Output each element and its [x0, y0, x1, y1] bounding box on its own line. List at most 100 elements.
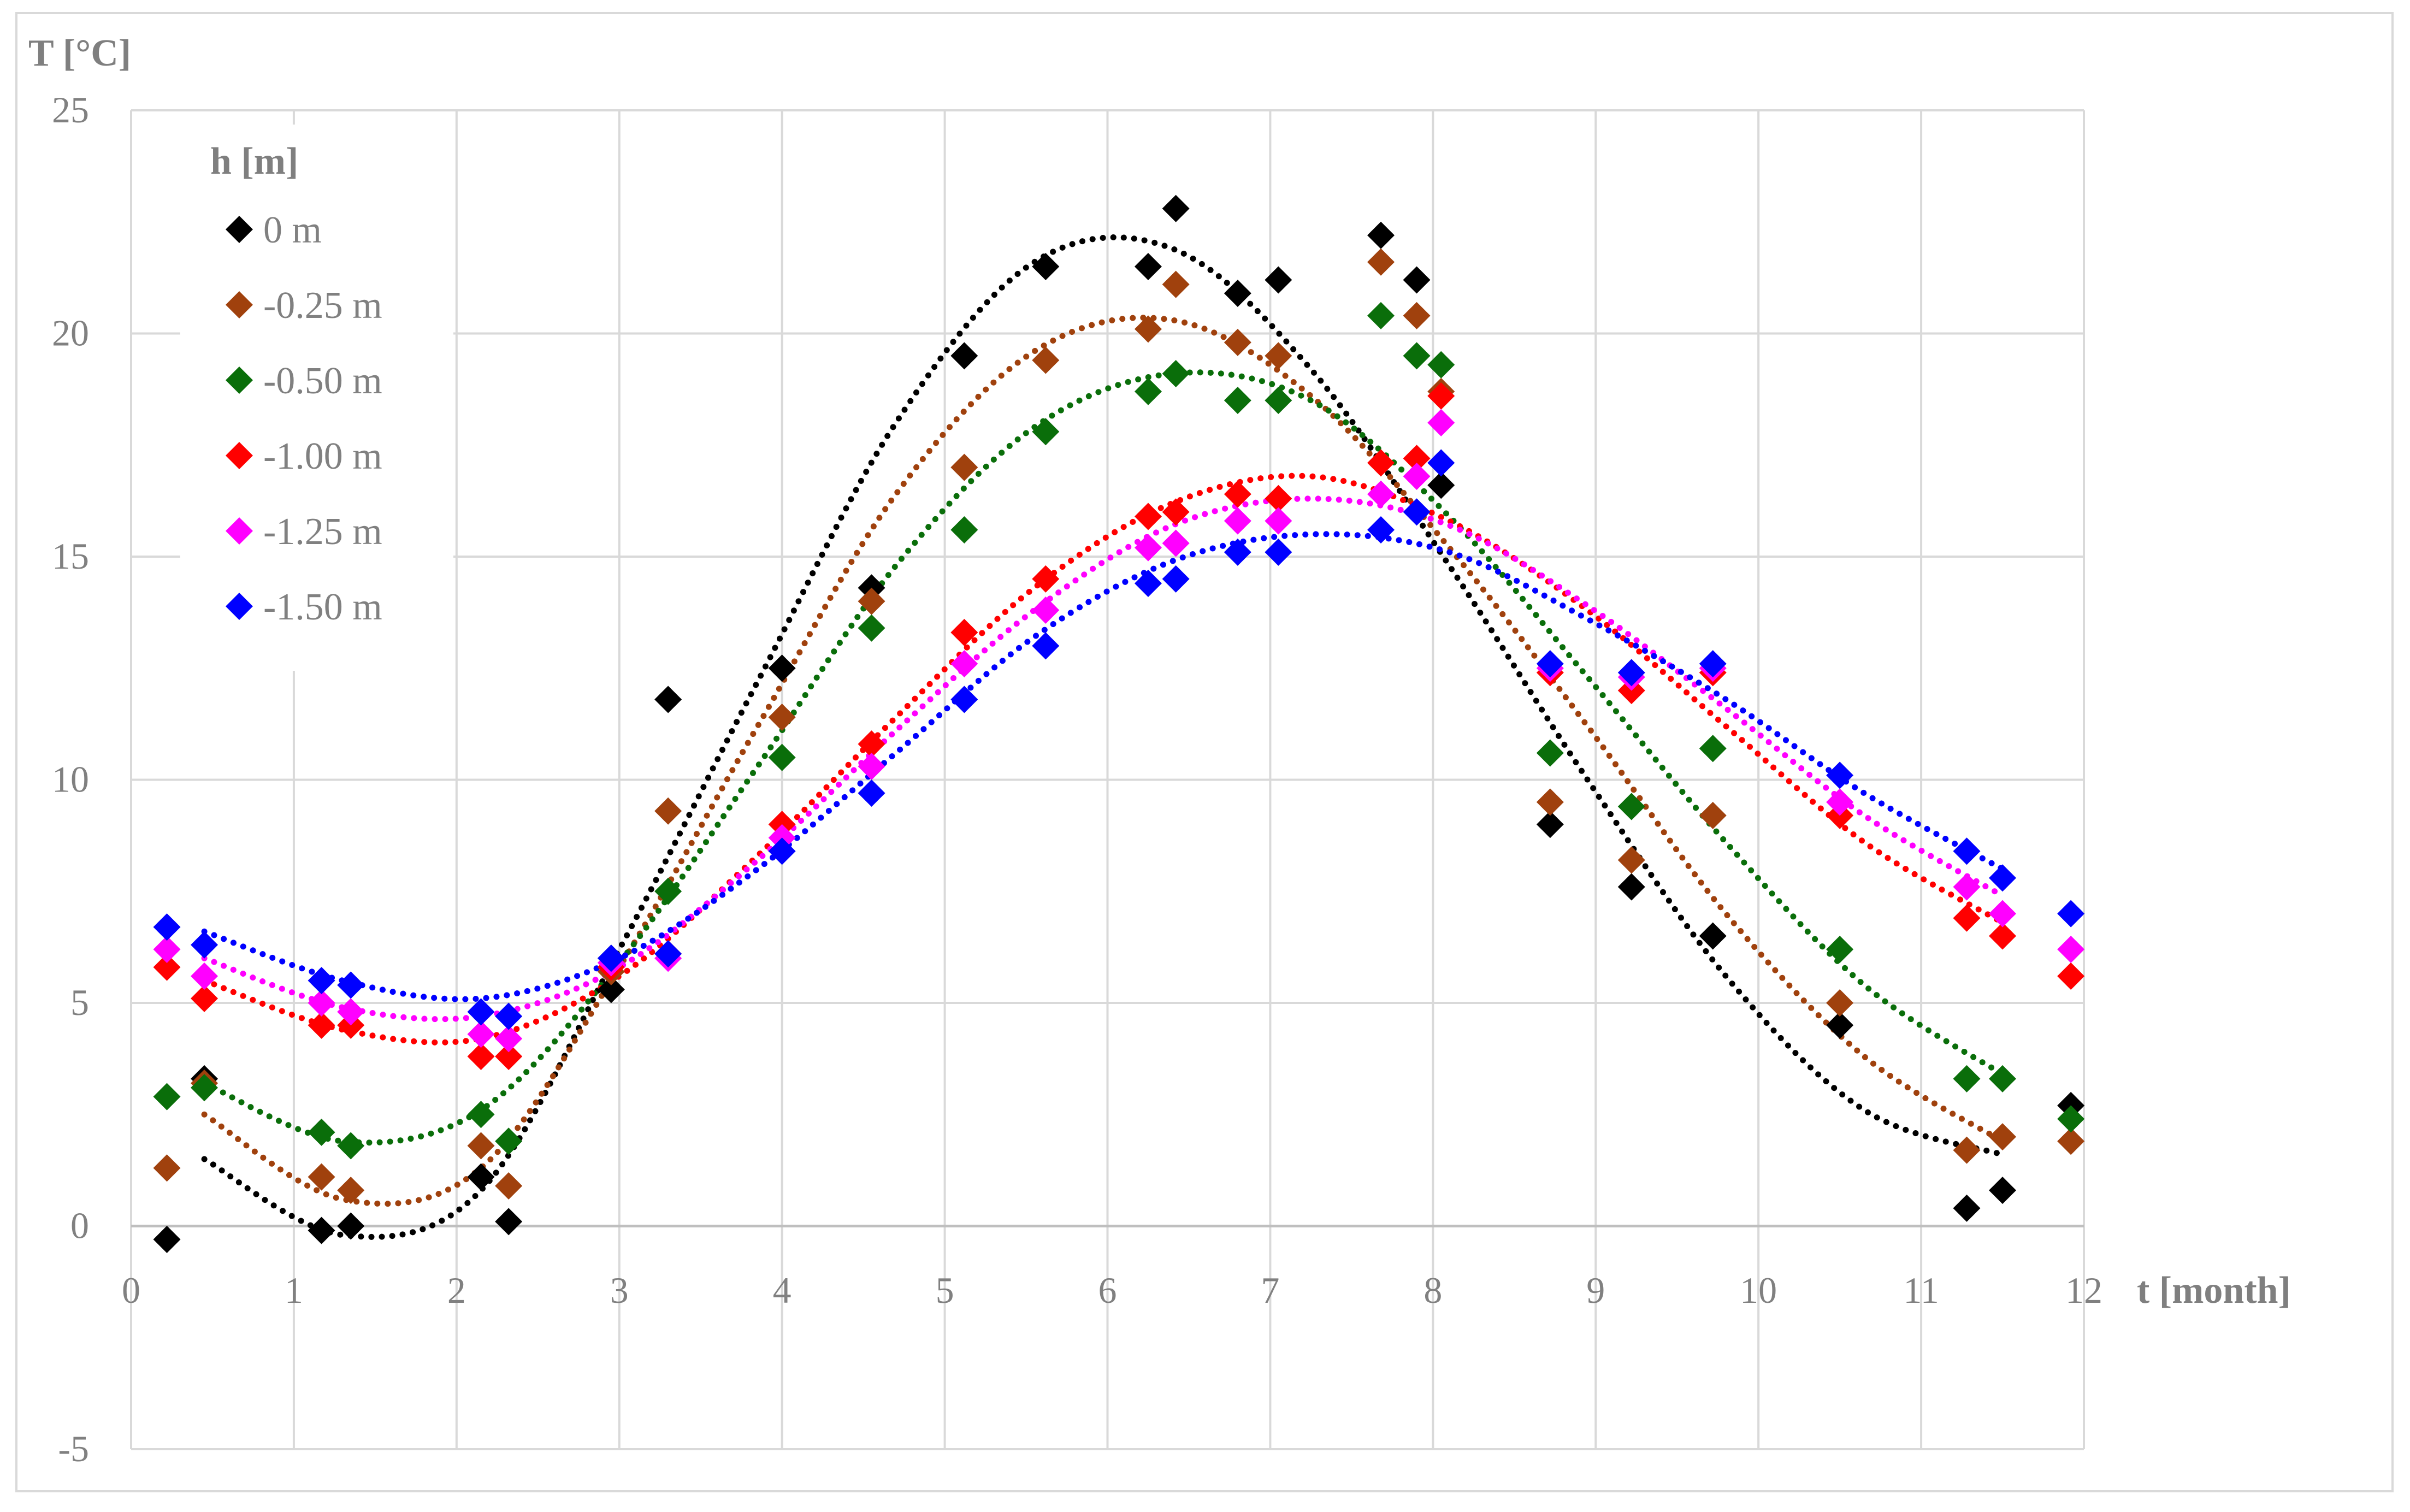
- data-point-1-25-m: [1162, 529, 1190, 557]
- data-point-0-50-m: [950, 516, 978, 544]
- data-point-1-25-m: [191, 962, 218, 990]
- x-tick-label: 8: [1423, 1269, 1442, 1311]
- data-point-1-00-m: [308, 1011, 335, 1039]
- data-point-0-50-m: [308, 1118, 335, 1146]
- data-point-0-25-m: [654, 797, 682, 825]
- data-point-1-50-m: [1224, 538, 1251, 566]
- data-point-0-m: [654, 686, 682, 713]
- data-point-1-50-m: [1162, 565, 1190, 593]
- data-point-1-50-m: [337, 971, 365, 999]
- x-tick-label: 5: [936, 1269, 954, 1311]
- data-point-1-50-m: [495, 1002, 523, 1030]
- data-point-1-50-m: [1403, 498, 1431, 526]
- data-point-0-m: [1953, 1194, 1981, 1222]
- data-point-0-50-m: [495, 1127, 523, 1155]
- data-point-1-25-m: [950, 650, 978, 678]
- data-point-1-25-m: [1367, 480, 1395, 508]
- legend-label: 0 m: [263, 209, 322, 251]
- data-point-0-m: [1162, 194, 1190, 222]
- data-point-1-50-m: [1427, 449, 1455, 477]
- x-tick-label: 11: [1903, 1269, 1939, 1311]
- data-point-1-00-m: [1427, 382, 1455, 410]
- data-point-1-25-m: [1826, 788, 1854, 816]
- data-point-1-00-m: [1162, 498, 1190, 526]
- data-point-0-m: [768, 654, 796, 682]
- data-point-0-50-m: [1265, 387, 1292, 415]
- data-point-1-00-m: [858, 730, 885, 758]
- data-point-0-25-m: [1265, 342, 1292, 370]
- data-point-0-50-m: [1536, 739, 1564, 767]
- x-tick-label: 10: [1740, 1269, 1777, 1311]
- x-tick-label: 2: [447, 1269, 466, 1311]
- legend-marker-1-50-m: [226, 593, 253, 620]
- legend: h [m] 0 m -0.25 m -0.50 m -1.00 m -1.25 m -1.5…: [180, 125, 453, 671]
- legend-marker-1-00-m: [226, 442, 253, 469]
- data-point-0-50-m: [858, 614, 885, 642]
- data-point-0-25-m: [308, 1163, 335, 1191]
- data-point-0-50-m: [1032, 418, 1060, 446]
- legend-background: [180, 125, 453, 671]
- data-point-1-50-m: [2057, 900, 2085, 928]
- data-point-1-00-m: [1953, 904, 1981, 932]
- y-tick-label: 5: [70, 982, 89, 1023]
- data-point-0-m: [1367, 221, 1395, 249]
- y-tick-label: 20: [52, 312, 89, 354]
- data-point-0-50-m: [153, 1083, 181, 1111]
- data-point-0-m: [1403, 266, 1431, 294]
- data-point-1-00-m: [1403, 445, 1431, 472]
- y-tick-label: 0: [70, 1205, 89, 1247]
- legend-label: -1.25 m: [263, 511, 382, 553]
- y-tick-label: -5: [58, 1428, 89, 1469]
- legend-label: -1.50 m: [263, 586, 382, 628]
- data-point-0-50-m: [1699, 735, 1727, 763]
- data-point-0-50-m: [191, 1074, 218, 1102]
- data-point-0-25-m: [1617, 846, 1645, 874]
- data-point-0-50-m: [1162, 360, 1190, 388]
- trendline-0-25-m: [201, 315, 2006, 1207]
- data-point-0-50-m: [1134, 377, 1162, 405]
- trendline-1-50-m: [201, 531, 2006, 1002]
- data-point-0-m: [1032, 252, 1060, 280]
- data-point-1-00-m: [1367, 449, 1395, 477]
- trendline-1-00-m: [201, 472, 2006, 1046]
- legend-marker-0-m: [226, 216, 253, 243]
- data-point-0-25-m: [1134, 315, 1162, 343]
- data-point-0-m: [1989, 1177, 2017, 1204]
- y-tick-label: 10: [52, 759, 89, 800]
- legend-marker-1-25-m: [226, 517, 253, 545]
- data-point-1-25-m: [1427, 409, 1455, 436]
- data-point-1-25-m: [1134, 534, 1162, 562]
- x-tick-label: 1: [285, 1269, 303, 1311]
- data-point-1-50-m: [950, 686, 978, 713]
- data-point-0-m: [1699, 922, 1727, 950]
- data-point-1-25-m: [1224, 507, 1251, 535]
- data-point-0-25-m: [495, 1172, 523, 1200]
- data-point-1-50-m: [1032, 632, 1060, 660]
- data-point-1-25-m: [467, 1020, 495, 1048]
- data-point-0-25-m: [2057, 1127, 2085, 1155]
- data-point-0-m: [337, 1212, 365, 1240]
- data-point-1-00-m: [467, 1043, 495, 1071]
- data-point-1-00-m: [495, 1043, 523, 1071]
- data-point-0-50-m: [2057, 1105, 2085, 1133]
- data-point-1-50-m: [1826, 761, 1854, 789]
- data-point-0-25-m: [467, 1132, 495, 1160]
- data-point-1-50-m: [153, 913, 181, 941]
- data-point-0-m: [495, 1208, 523, 1236]
- data-point-1-25-m: [1953, 873, 1981, 901]
- data-point-0-m: [467, 1163, 495, 1191]
- data-point-0-25-m: [1536, 788, 1564, 816]
- data-point-0-25-m: [1953, 1136, 1981, 1164]
- data-point-1-50-m: [1536, 650, 1564, 678]
- data-point-0-m: [1224, 279, 1251, 307]
- data-point-0-50-m: [1403, 342, 1431, 370]
- legend-label: -1.00 m: [263, 435, 382, 477]
- data-point-0-50-m: [337, 1132, 365, 1160]
- data-point-0-50-m: [654, 877, 682, 905]
- data-point-0-25-m: [1032, 346, 1060, 374]
- data-point-1-25-m: [2057, 935, 2085, 963]
- data-point-1-50-m: [191, 931, 218, 959]
